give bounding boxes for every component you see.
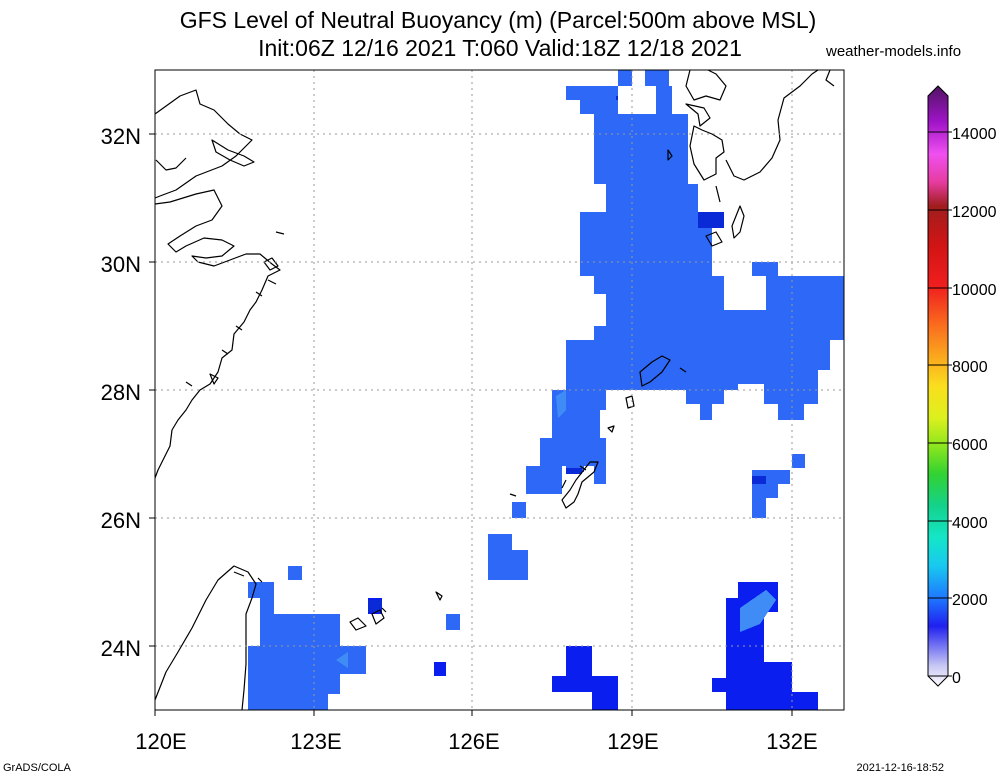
y-tick-label: 26N	[101, 508, 141, 533]
ryukyu-islands	[509, 395, 635, 509]
amami-island	[639, 355, 687, 387]
kyushu-islets	[667, 149, 745, 247]
buoyancy-area-deep	[368, 582, 818, 710]
china-coast	[154, 89, 281, 479]
x-tick-label: 126E	[448, 729, 499, 754]
y-tick-label: 28N	[101, 380, 141, 405]
y-tick-label: 30N	[101, 252, 141, 277]
coastlines	[154, 69, 835, 711]
axis-ticks	[149, 133, 793, 716]
zhoushan-islands	[185, 231, 285, 387]
buoyancy-area-south	[248, 566, 460, 710]
x-axis-labels: 120E 123E 126E 129E 132E	[135, 729, 817, 754]
kyushu-coast	[685, 69, 835, 203]
y-axis-labels: 24N 26N 28N 30N 32N	[101, 124, 141, 661]
x-tick-label: 123E	[290, 729, 341, 754]
taiwan-islets	[233, 571, 263, 583]
y-tick-label: 32N	[101, 124, 141, 149]
x-tick-label: 129E	[607, 729, 658, 754]
map-title-line2: Init:06Z 12/16 2021 T:060 Valid:18Z 12/1…	[258, 35, 742, 61]
yangtze-estuary	[155, 139, 255, 171]
footer-left: GrADS/COLA	[3, 762, 71, 774]
y-tick-label: 24N	[101, 636, 141, 661]
site-label: weather-models.info	[826, 43, 962, 60]
sakishima-islands	[349, 591, 443, 631]
x-tick-label: 120E	[135, 729, 186, 754]
graticule	[155, 70, 844, 710]
buoyancy-area-north	[488, 70, 844, 580]
x-tick-label: 132E	[766, 729, 817, 754]
buoyancy-field	[248, 70, 844, 710]
taiwan-coast	[154, 565, 257, 711]
footer-right: 2021-12-16-18:52	[856, 762, 944, 774]
map-title-line1: GFS Level of Neutral Buoyancy (m) (Parce…	[179, 7, 817, 33]
